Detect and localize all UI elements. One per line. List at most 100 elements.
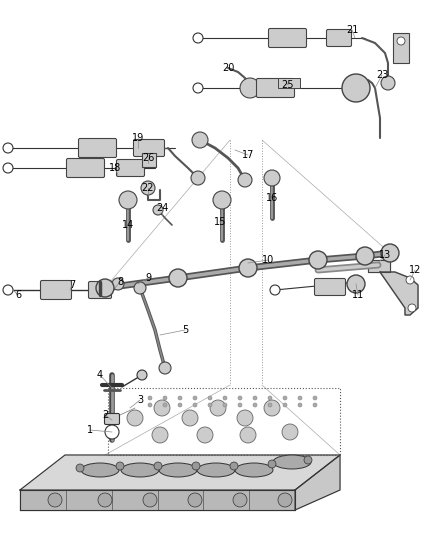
FancyBboxPatch shape — [88, 281, 112, 298]
Bar — [393, 33, 409, 63]
Circle shape — [178, 403, 182, 407]
Circle shape — [230, 462, 238, 470]
Circle shape — [148, 396, 152, 400]
Circle shape — [347, 275, 365, 293]
Text: 2: 2 — [102, 410, 108, 420]
Circle shape — [119, 191, 137, 209]
Circle shape — [153, 205, 163, 215]
Text: 18: 18 — [109, 163, 121, 173]
Circle shape — [143, 493, 157, 507]
Circle shape — [98, 493, 112, 507]
Circle shape — [253, 403, 257, 407]
Text: 13: 13 — [379, 250, 391, 260]
Circle shape — [154, 400, 170, 416]
FancyBboxPatch shape — [268, 28, 307, 47]
Circle shape — [283, 396, 287, 400]
FancyBboxPatch shape — [78, 139, 117, 157]
Circle shape — [406, 276, 414, 284]
Circle shape — [239, 259, 257, 277]
Circle shape — [127, 410, 143, 426]
Circle shape — [268, 396, 272, 400]
Circle shape — [169, 269, 187, 287]
Text: 14: 14 — [122, 220, 134, 230]
FancyBboxPatch shape — [314, 279, 346, 295]
FancyBboxPatch shape — [67, 158, 105, 177]
Circle shape — [3, 163, 13, 173]
Text: 12: 12 — [409, 265, 421, 275]
Circle shape — [192, 462, 200, 470]
Circle shape — [356, 247, 374, 265]
Circle shape — [238, 173, 252, 187]
Bar — [278, 78, 300, 88]
Circle shape — [193, 396, 197, 400]
Circle shape — [397, 37, 405, 45]
Circle shape — [96, 279, 114, 297]
Text: 15: 15 — [214, 217, 226, 227]
Circle shape — [240, 78, 260, 98]
Text: 26: 26 — [142, 153, 154, 163]
FancyBboxPatch shape — [105, 414, 120, 424]
Circle shape — [148, 403, 152, 407]
Circle shape — [309, 251, 327, 269]
Circle shape — [116, 462, 124, 470]
Circle shape — [278, 493, 292, 507]
Circle shape — [264, 170, 280, 186]
Circle shape — [154, 462, 162, 470]
Text: 11: 11 — [352, 290, 364, 300]
Circle shape — [210, 400, 226, 416]
Circle shape — [178, 396, 182, 400]
Text: 3: 3 — [137, 395, 143, 405]
Ellipse shape — [273, 455, 311, 469]
Circle shape — [208, 403, 212, 407]
Circle shape — [3, 143, 13, 153]
Circle shape — [163, 396, 167, 400]
FancyBboxPatch shape — [134, 140, 165, 157]
FancyBboxPatch shape — [326, 29, 352, 46]
Circle shape — [238, 396, 242, 400]
Polygon shape — [20, 490, 295, 510]
Text: 5: 5 — [182, 325, 188, 335]
Circle shape — [298, 403, 302, 407]
Circle shape — [283, 403, 287, 407]
Circle shape — [304, 456, 312, 464]
Polygon shape — [20, 455, 340, 490]
Circle shape — [191, 171, 205, 185]
Circle shape — [48, 493, 62, 507]
Circle shape — [268, 460, 276, 468]
Circle shape — [197, 427, 213, 443]
Circle shape — [3, 285, 13, 295]
Circle shape — [237, 410, 253, 426]
Text: 10: 10 — [262, 255, 274, 265]
Circle shape — [193, 33, 203, 43]
Text: 1: 1 — [87, 425, 93, 435]
Circle shape — [313, 403, 317, 407]
Text: 24: 24 — [156, 203, 168, 213]
Circle shape — [381, 76, 395, 90]
Circle shape — [208, 396, 212, 400]
Text: 7: 7 — [69, 280, 75, 290]
Text: 9: 9 — [145, 273, 151, 283]
Text: 22: 22 — [142, 183, 154, 193]
Circle shape — [159, 362, 171, 374]
Text: 4: 4 — [97, 370, 103, 380]
Circle shape — [342, 74, 370, 102]
Circle shape — [137, 370, 147, 380]
Circle shape — [192, 132, 208, 148]
Text: 19: 19 — [132, 133, 144, 143]
Text: 16: 16 — [266, 193, 278, 203]
FancyBboxPatch shape — [257, 78, 294, 98]
FancyBboxPatch shape — [117, 159, 145, 176]
Circle shape — [408, 304, 416, 312]
Text: 21: 21 — [346, 25, 358, 35]
Circle shape — [264, 400, 280, 416]
Text: 23: 23 — [376, 70, 388, 80]
Circle shape — [76, 464, 84, 472]
Ellipse shape — [81, 463, 119, 477]
Circle shape — [298, 396, 302, 400]
Circle shape — [233, 493, 247, 507]
Circle shape — [223, 403, 227, 407]
Polygon shape — [368, 260, 390, 272]
Polygon shape — [295, 455, 340, 510]
Circle shape — [182, 410, 198, 426]
Circle shape — [152, 427, 168, 443]
